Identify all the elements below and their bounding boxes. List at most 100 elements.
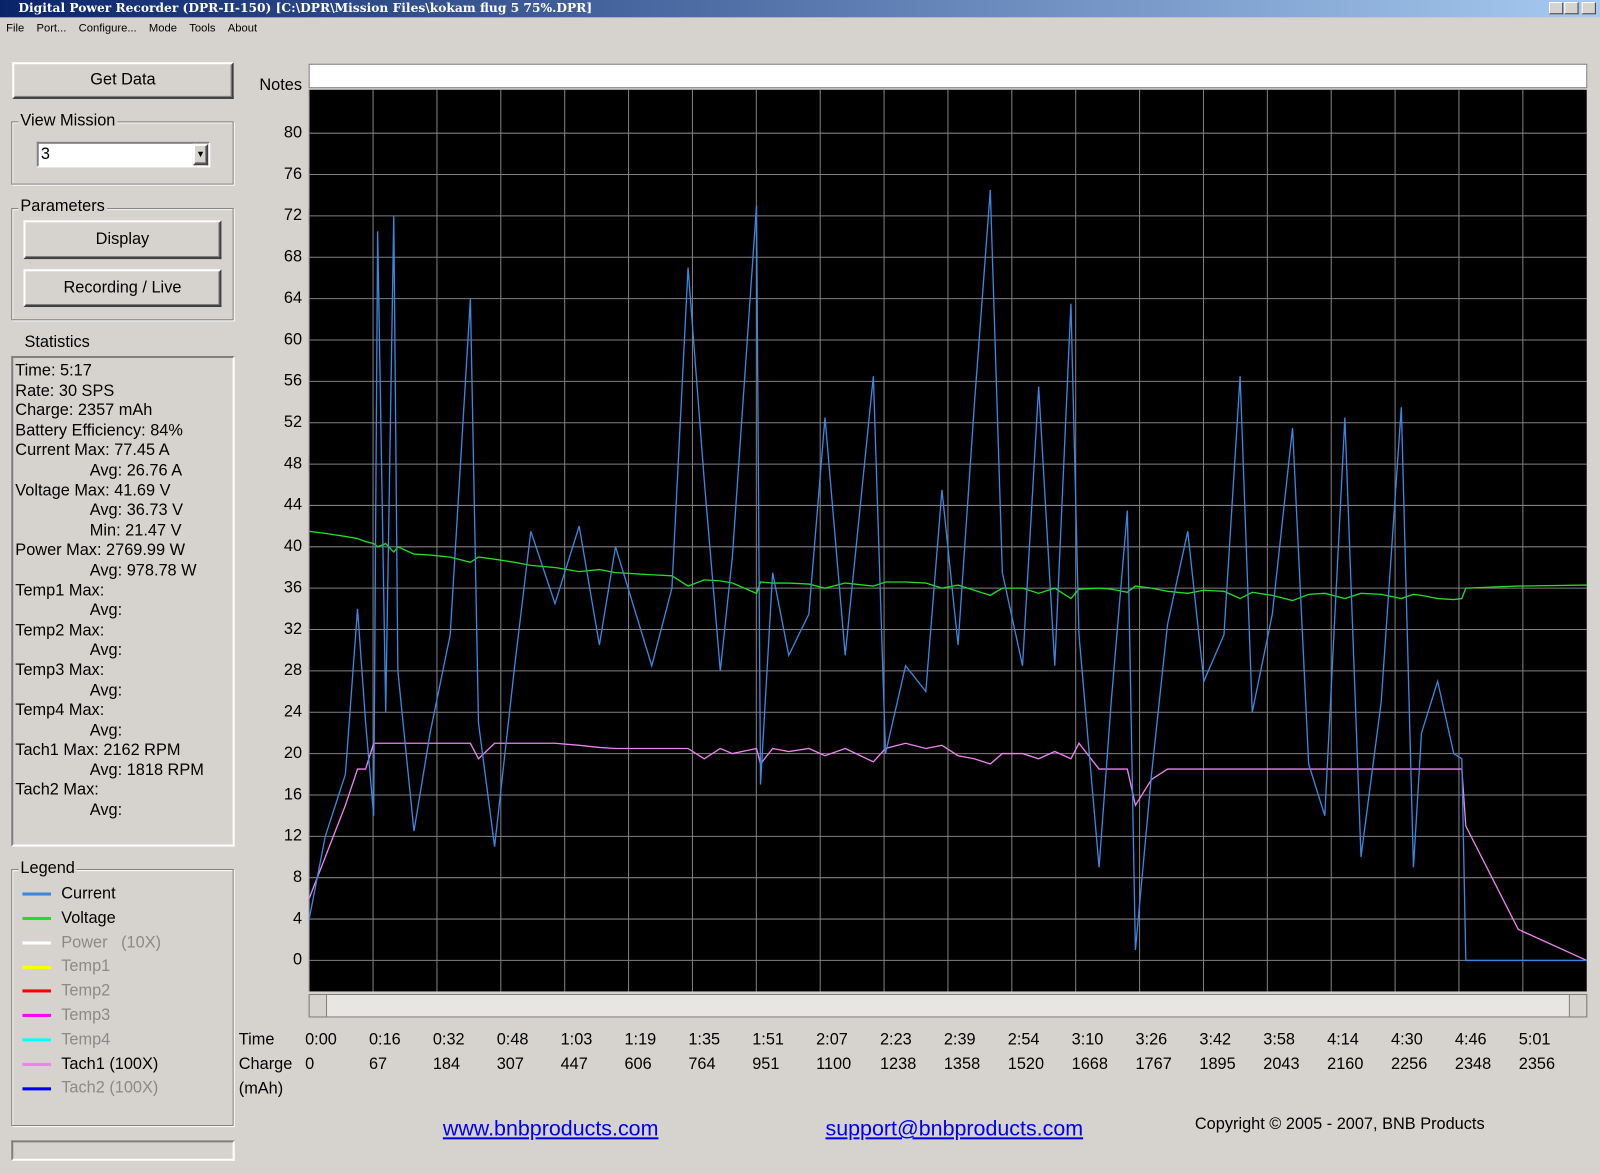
charge-tick-label: 0 [305,1055,314,1073]
menu-item[interactable]: Configure... [78,22,137,35]
legend-label[interactable]: Voltage [61,909,116,927]
charge-tick-label: 447 [561,1055,588,1073]
legend-swatch [22,917,52,921]
legend-entry: Tach2 (100X) [22,1076,158,1100]
statistic-line: Avg: [89,601,123,620]
charge-tick-label: 1238 [880,1055,916,1073]
legend-swatch [22,892,52,896]
menu-item[interactable]: About [227,22,258,35]
legend-swatch [22,941,52,945]
statistic-line: Temp4 Max: [15,701,105,720]
series-line [308,742,1587,962]
y-tick-label: 52 [284,413,302,431]
charge-tick-label: 2256 [1391,1055,1427,1073]
statistic-line: Current Max: 77.45 A [15,442,170,460]
x-tick-label: 3:10 [1072,1031,1104,1049]
legend-swatch [22,1062,52,1066]
statistic-line: Rate: 30 SPS [15,382,115,400]
legend-label[interactable]: Tach2 (100X) [61,1079,159,1097]
legend-entry: Temp1 [22,955,110,979]
x-tick-label: 2:54 [1008,1031,1040,1049]
scroll-right[interactable] [1568,993,1588,1018]
display-button[interactable]: Display [23,220,222,260]
x-tick-label: 1:03 [561,1031,593,1049]
charge-tick-label: 2356 [1519,1055,1555,1073]
x-tick-label: 4:14 [1327,1031,1359,1049]
legend-entry: Temp4 [22,1028,110,1052]
y-tick-label: 28 [284,661,302,679]
legend-entry: Temp2 [22,979,110,1003]
legend-label[interactable]: Current [61,885,116,903]
statistic-line: Avg: [89,721,123,740]
statistic-line: Avg: 978.78 W [89,561,197,580]
legend-label[interactable]: Temp2 [61,982,111,1000]
recording-button[interactable]: Recording / Live [23,269,222,308]
legend-entry: Voltage [22,907,116,931]
scroll-left[interactable] [308,993,328,1018]
notes-field[interactable] [308,63,1588,89]
charge-tick-label: 1520 [1008,1055,1044,1073]
menu-item[interactable]: Port... [36,22,67,35]
menu-bar: File Port... Configure... Mode Tools About [0,17,1600,39]
legend-label[interactable]: Power (10X) [61,933,162,952]
charge-tick-label: 67 [369,1055,387,1073]
charge-tick-label: 307 [497,1055,524,1073]
combobox-arrow[interactable]: ▼ [192,143,209,166]
y-tick-label: 60 [284,330,302,348]
legend-entry: Current [22,882,116,906]
statistic-line: Avg: 26.76 A [89,462,183,480]
menu-item[interactable]: File [6,22,25,35]
charge-tick-label: 2348 [1455,1055,1491,1073]
x-tick-label: 0:48 [497,1031,529,1049]
y-tick-label: 56 [284,372,302,390]
y-tick-label: 80 [284,124,302,142]
status-field [11,1140,235,1161]
minimize-button[interactable] [1548,2,1564,15]
mission-combobox[interactable]: 3 [36,141,211,168]
x-tick-label: 1:35 [688,1031,720,1049]
x-tick-label: 2:07 [816,1031,848,1049]
y-tick-label: 12 [284,827,302,845]
charge-unit: (mAh) [239,1080,283,1098]
legend-label[interactable]: Temp4 [61,1031,111,1049]
statistic-line: Min: 21.47 V [89,521,182,540]
y-tick-label: 32 [284,620,302,638]
legend-swatch [22,965,52,969]
statistics-box: Time: 5:17 Rate: 30 SPS Charge: 2357 mAh Ba… [11,355,235,847]
legend-swatch [22,1014,52,1018]
x-axis-label: Time [239,1031,275,1049]
y-tick-label: 4 [293,909,302,927]
x-tick-label: 2:39 [944,1031,976,1049]
email-link[interactable]: support@bnbproducts.com [825,1116,1084,1141]
x-tick-label: 3:42 [1199,1031,1231,1049]
x-tick-label: 1:19 [624,1031,656,1049]
statistic-line: Tach1 Max: 2162 RPM [15,741,181,760]
y-tick-label: 20 [284,744,302,762]
statistic-line: Temp1 Max: [15,581,105,600]
y-tick-label: 16 [284,785,302,803]
charge-tick-label: 951 [752,1055,779,1073]
x-tick-label: 5:01 [1519,1031,1551,1049]
menu-item[interactable]: Tools [189,22,216,35]
website-link[interactable]: www.bnbproducts.com [442,1116,659,1141]
x-tick-label: 3:26 [1136,1031,1168,1049]
statistic-line: Avg: [89,681,123,700]
legend-label[interactable]: Temp3 [61,1006,111,1025]
scrollbar[interactable] [308,993,1588,1018]
legend-label[interactable]: Tach1 (100X) [61,1055,159,1073]
x-tick-label: 4:30 [1391,1031,1423,1049]
legend-label[interactable]: Temp1 [61,958,111,976]
maximize-button[interactable] [1564,2,1579,15]
legend-swatch [22,1086,52,1091]
x-tick-label: 0:32 [433,1031,465,1049]
legend-swatch [22,989,52,993]
legend-entry: Temp3 [22,1004,110,1028]
series-line [308,189,1587,962]
statistic-line: Battery Efficiency: 84% [15,422,183,440]
statistic-line: Time: 5:17 [15,362,92,380]
x-tick-label: 4:46 [1455,1031,1487,1049]
menu-item[interactable]: Mode [148,22,178,35]
get-data-button[interactable]: Get Data [12,62,234,99]
close-button[interactable] [1581,2,1596,15]
